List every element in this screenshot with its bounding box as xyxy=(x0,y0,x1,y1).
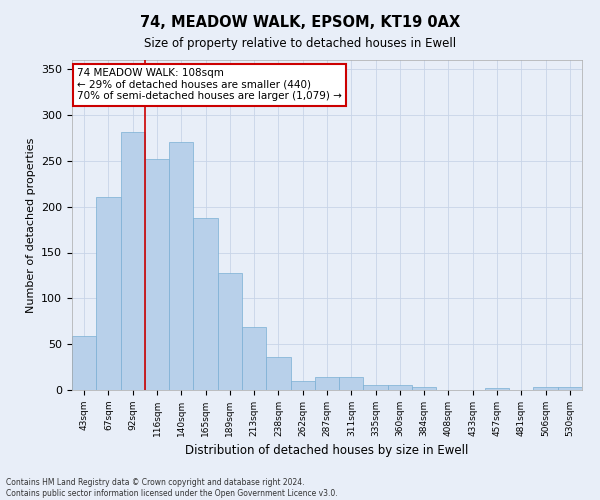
Bar xyxy=(72,336,96,390)
Bar xyxy=(485,388,509,390)
Bar xyxy=(290,381,315,390)
Text: 74, MEADOW WALK, EPSOM, KT19 0AX: 74, MEADOW WALK, EPSOM, KT19 0AX xyxy=(140,15,460,30)
X-axis label: Distribution of detached houses by size in Ewell: Distribution of detached houses by size … xyxy=(185,444,469,458)
Text: Contains HM Land Registry data © Crown copyright and database right 2024.
Contai: Contains HM Land Registry data © Crown c… xyxy=(6,478,338,498)
Bar xyxy=(96,198,121,390)
Bar xyxy=(339,377,364,390)
Bar xyxy=(315,377,339,390)
Bar xyxy=(558,387,582,390)
Y-axis label: Number of detached properties: Number of detached properties xyxy=(26,138,35,312)
Bar xyxy=(121,132,145,390)
Bar xyxy=(266,357,290,390)
Bar xyxy=(242,327,266,390)
Bar xyxy=(388,386,412,390)
Bar xyxy=(412,387,436,390)
Bar xyxy=(218,272,242,390)
Bar xyxy=(145,159,169,390)
Text: Size of property relative to detached houses in Ewell: Size of property relative to detached ho… xyxy=(144,38,456,51)
Bar xyxy=(193,218,218,390)
Text: 74 MEADOW WALK: 108sqm
← 29% of detached houses are smaller (440)
70% of semi-de: 74 MEADOW WALK: 108sqm ← 29% of detached… xyxy=(77,68,342,102)
Bar xyxy=(169,142,193,390)
Bar xyxy=(364,386,388,390)
Bar xyxy=(533,387,558,390)
